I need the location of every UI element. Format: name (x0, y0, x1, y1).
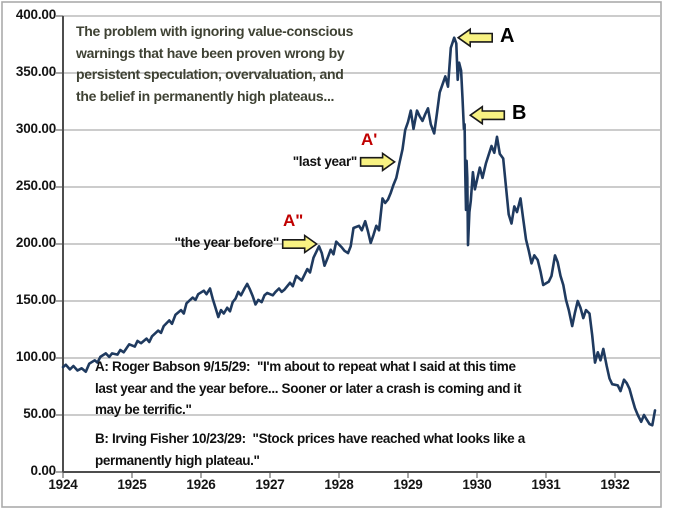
x-tick-label-1931: 1931 (531, 477, 561, 492)
quote-babson-line-3: may be terrific." (95, 402, 192, 417)
quote-fisher-line-2: permanently high plateau." (95, 452, 260, 468)
callout-label-A-prime: A' (361, 130, 378, 149)
chart-commentary: The problem with ignoring value-consciou… (76, 21, 353, 107)
y-tick-label-250: 250.00 (15, 178, 56, 193)
x-tick-label-1926: 1926 (186, 477, 216, 492)
commentary-line-1: The problem with ignoring value-consciou… (76, 23, 354, 39)
y-tick-label-400: 400.00 (15, 7, 56, 22)
callout-label-A: A (500, 25, 515, 47)
callout-arrow-A (456, 27, 494, 48)
x-tick-label-1928: 1928 (324, 477, 354, 492)
x-tick-label-1929: 1929 (393, 477, 423, 492)
y-tick-label-200: 200.00 (15, 235, 56, 250)
quote-babson: A: Roger Babson 9/15/29: "I'm about to r… (95, 356, 521, 421)
series-line (61, 36, 657, 427)
callout-arrow-last-year (359, 151, 396, 172)
y-tick-label-50: 50.00 (23, 406, 56, 421)
commentary-line-2: warnings that have been proven wrong by (76, 44, 345, 61)
chart-border (1, 1, 662, 508)
callout-arrow-B (468, 105, 506, 126)
x-tick-label-1925: 1925 (117, 477, 147, 492)
y-tick-label-150: 150.00 (15, 292, 56, 307)
quote-fisher-line-1: B: Irving Fisher 10/23/29: "Stock prices… (95, 431, 525, 446)
y-tick-label-350: 350.00 (15, 64, 56, 79)
callout-text-year-before: "the year before" (174, 235, 280, 250)
x-tick-label-1930: 1930 (462, 477, 492, 492)
callout-label-A-doubleprime: A" (283, 211, 304, 230)
y-tick-label-0: 0.00 (30, 463, 57, 478)
callout-arrow-the-year-before (281, 233, 319, 255)
y-tick-label-100: 100.00 (15, 349, 56, 364)
x-tick-label-1924: 1924 (48, 477, 78, 492)
quote-babson-line-2: last year and the year before... Sooner … (95, 380, 522, 396)
y-tick-label-300: 300.00 (15, 121, 56, 136)
callout-text-last-year: "last year" (292, 154, 358, 169)
commentary-line-4: the belief in permanently high plateaus.… (76, 87, 335, 104)
x-tick-label-1932: 1932 (600, 477, 630, 492)
callout-label-B: B (512, 102, 527, 124)
x-tick-label-1927: 1927 (255, 477, 285, 492)
quote-babson-line-1: A: Roger Babson 9/15/29: "I'm about to r… (95, 359, 516, 374)
commentary-line-3: persistent speculation, overvaluation, a… (76, 66, 344, 82)
quote-fisher: B: Irving Fisher 10/23/29: "Stock prices… (95, 428, 525, 471)
